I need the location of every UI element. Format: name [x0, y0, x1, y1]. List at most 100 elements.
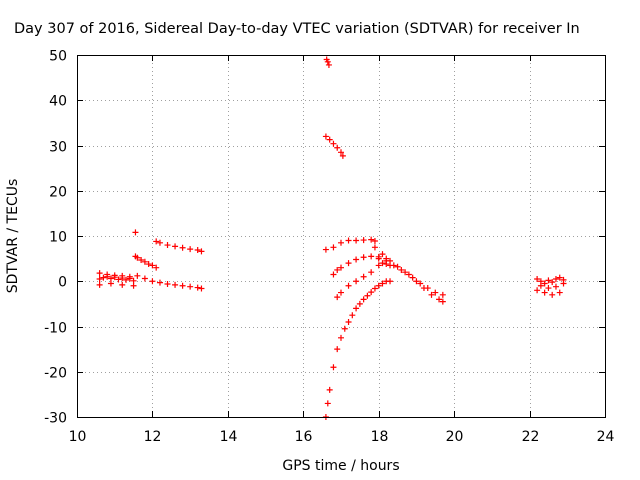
y-tick-label: -30 — [44, 411, 67, 427]
data-point — [107, 280, 114, 287]
data-point — [541, 289, 548, 296]
data-point — [375, 262, 382, 269]
series-arc-11.6-13.3-low — [134, 272, 205, 292]
data-point — [379, 251, 386, 258]
data-point — [409, 274, 416, 281]
data-point — [436, 296, 443, 303]
series-isolated-11.5 — [132, 229, 139, 236]
data-point — [383, 261, 390, 268]
data-point — [364, 292, 371, 299]
data-point — [111, 272, 118, 279]
data-point — [356, 300, 363, 307]
data-point — [334, 266, 341, 273]
axis-ticks: 10 12 14 16 18 20 22 24 -30 -20 -10 0 10 20 30 40 50 — [44, 49, 614, 446]
data-point — [164, 242, 171, 249]
series-arc-16.6-top — [323, 56, 332, 68]
data-point — [439, 298, 446, 305]
data-point — [326, 386, 333, 393]
data-point — [534, 275, 541, 282]
data-point — [368, 269, 375, 276]
y-tick-label: 40 — [49, 94, 67, 110]
data-point — [417, 280, 424, 287]
y-tick-label: 10 — [49, 230, 67, 246]
data-point — [96, 270, 103, 277]
data-point — [334, 346, 341, 353]
data-point — [360, 254, 367, 261]
y-tick-label: 30 — [49, 140, 67, 156]
data-point — [187, 283, 194, 290]
data-point — [104, 271, 111, 278]
data-point — [413, 278, 420, 285]
data-point — [353, 256, 360, 263]
data-point — [324, 58, 331, 65]
data-point — [428, 291, 435, 298]
data-point — [345, 237, 352, 244]
data-point — [545, 277, 552, 284]
x-tick-label: 14 — [220, 429, 238, 445]
series-arc-11.5-12.1 — [132, 253, 160, 271]
data-point — [387, 278, 394, 285]
series-arc-12.1-13.3-high — [153, 238, 205, 255]
data-point — [330, 271, 337, 278]
data-point — [371, 237, 378, 244]
series-arc-16.9-18.3-mid — [334, 260, 394, 301]
data-point — [552, 275, 559, 282]
series-arc-16.8-18.3 — [330, 253, 390, 278]
data-point — [420, 285, 427, 292]
data-point — [123, 276, 130, 283]
data-point — [115, 276, 122, 283]
data-point — [330, 364, 337, 371]
data-point — [119, 272, 126, 279]
data-point — [153, 264, 160, 271]
data-point — [360, 296, 367, 303]
y-tick-label: 50 — [49, 49, 67, 65]
data-point — [439, 291, 446, 298]
data-point — [138, 256, 145, 263]
data-point — [339, 152, 346, 159]
data-point — [194, 284, 201, 291]
data-point — [402, 269, 409, 276]
data-point — [398, 266, 405, 273]
data-point — [349, 312, 356, 319]
data-point — [338, 264, 344, 271]
data-point — [134, 254, 141, 261]
data-point — [172, 243, 179, 250]
data-point — [353, 237, 360, 244]
x-tick-label: 24 — [597, 429, 615, 445]
x-axis-label: GPS time / hours — [282, 458, 399, 474]
series-cluster-11h-low — [96, 270, 137, 289]
data-point — [164, 280, 171, 287]
data-point — [368, 253, 375, 260]
data-point — [325, 61, 332, 68]
data-point — [96, 275, 103, 282]
data-point — [432, 289, 439, 296]
data-point — [560, 280, 567, 287]
data-point — [552, 283, 559, 290]
data-point — [353, 305, 360, 312]
data-point — [322, 133, 329, 140]
data-point — [341, 325, 348, 332]
data-point — [334, 294, 341, 301]
data-point — [534, 287, 541, 294]
data-point — [338, 334, 344, 341]
data-point — [149, 262, 156, 269]
y-axis-label: SDTVAR / TECUs — [5, 179, 21, 294]
series-arc-16.6-17.1 — [322, 133, 346, 159]
data-point — [126, 273, 133, 280]
data-point — [194, 247, 201, 254]
data-point — [324, 400, 331, 407]
y-tick-label: -10 — [44, 321, 67, 337]
data-point — [360, 237, 367, 244]
data-point — [345, 282, 352, 289]
data-point — [371, 285, 378, 292]
data-point — [345, 318, 352, 325]
y-tick-label: 0 — [58, 275, 67, 291]
data-point — [545, 285, 552, 292]
data-point — [549, 279, 556, 286]
data-point — [375, 282, 382, 289]
x-tick-label: 18 — [371, 429, 389, 445]
data-point — [379, 260, 386, 267]
data-point — [405, 271, 412, 278]
data-point — [338, 149, 344, 156]
